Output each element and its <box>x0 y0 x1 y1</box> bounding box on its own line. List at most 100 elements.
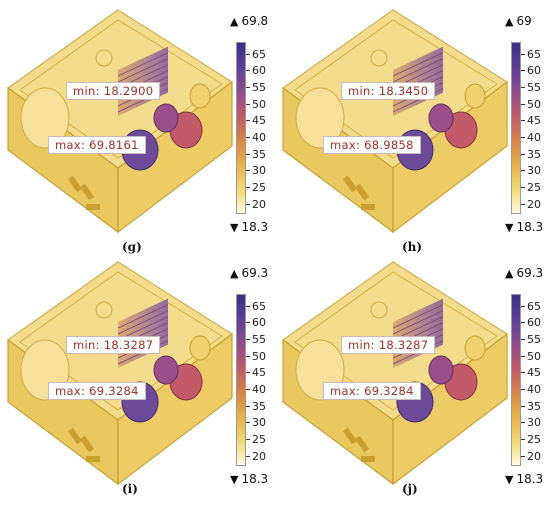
colorbar-min: ▼ 18.3 <box>505 220 543 234</box>
thermal-model-render <box>6 9 234 234</box>
colorbar-tick-label: 65 <box>527 299 541 313</box>
colorbar-tick-label: 30 <box>527 164 541 178</box>
down-triangle-icon: ▼ <box>230 473 239 486</box>
colorbar-tick-label: 55 <box>527 81 541 94</box>
max-label: max: 68.9858 <box>323 136 421 154</box>
colorbar-max-value: 69.3 <box>516 266 544 280</box>
up-triangle-icon: ▲ <box>230 15 239 28</box>
colorbar-tick-label: 50 <box>252 97 266 111</box>
colorbar-tick-mark <box>246 137 250 138</box>
colorbar-tick-mark <box>246 203 250 205</box>
colorbar-tick-label: 65 <box>252 299 266 313</box>
up-triangle-icon: ▲ <box>505 15 514 28</box>
colorbar-tick-label: 40 <box>527 131 541 144</box>
colorbar-tick-label: 40 <box>527 383 541 396</box>
colorbar-tick-mark <box>521 137 525 138</box>
colorbar-tick-mark <box>246 355 250 357</box>
panel-j: min: 18.3287 max: 69.3284 ▲ 69.3 65 60 55 50… <box>275 252 550 504</box>
colorbar-tick-mark <box>246 53 250 55</box>
colorbar-max-value: 69.8 <box>241 14 269 28</box>
colorbar-tick-mark <box>246 87 250 88</box>
colorbar-max: ▲ 69.3 <box>505 266 543 280</box>
colorbar-min-value: 18.3 <box>516 220 544 234</box>
panel-g: min: 18.2900 max: 69.8161 ▲ 69.8 65 60 55 50… <box>0 0 275 254</box>
colorbar-tick-mark <box>521 305 525 307</box>
colorbar-tick-label: 20 <box>527 449 541 463</box>
colorbar-tick-mark <box>521 372 525 374</box>
colorbar-tick-label: 55 <box>527 333 541 346</box>
colorbar <box>511 42 521 214</box>
panel-caption: (g) <box>122 240 142 254</box>
colorbar-tick-mark <box>521 187 525 188</box>
colorbar-tick-label: 50 <box>527 97 541 111</box>
thermal-model-render <box>6 261 234 486</box>
panel-i: min: 18.3287 max: 69.3284 ▲ 69.3 65 60 55 50… <box>0 252 275 504</box>
colorbar-tick-label: 20 <box>252 449 266 463</box>
colorbar-tick-label: 50 <box>252 349 266 363</box>
colorbar-tick-label: 30 <box>527 416 541 430</box>
max-label: max: 69.3284 <box>323 382 421 400</box>
colorbar-tick-mark <box>246 170 250 172</box>
colorbar-tick-mark <box>246 372 250 374</box>
colorbar-tick-label: 55 <box>252 333 266 346</box>
colorbar-tick-mark <box>246 70 250 72</box>
colorbar-tick-mark <box>521 103 525 105</box>
colorbar-max: ▲ 69.8 <box>230 14 268 28</box>
colorbar-min: ▼ 18.3 <box>230 472 268 486</box>
colorbar-tick-mark <box>521 455 525 457</box>
down-triangle-icon: ▼ <box>505 473 514 486</box>
colorbar-tick-label: 60 <box>527 316 541 330</box>
colorbar-tick-label: 40 <box>252 131 266 144</box>
min-label: min: 18.3287 <box>341 336 436 354</box>
colorbar-tick-mark <box>246 120 250 122</box>
colorbar-tick-mark <box>521 405 525 407</box>
colorbar-tick-label: 40 <box>252 383 266 396</box>
colorbar-tick-label: 30 <box>252 416 266 430</box>
colorbar-tick-label: 55 <box>252 81 266 94</box>
colorbar-tick-label: 30 <box>252 164 266 178</box>
colorbar-tick-label: 45 <box>527 114 541 128</box>
colorbar-tick-mark <box>246 339 250 340</box>
colorbar-tick-mark <box>521 339 525 340</box>
colorbar-tick-mark <box>246 389 250 390</box>
colorbar-tick-label: 35 <box>252 399 266 413</box>
colorbar-tick-label: 35 <box>527 399 541 413</box>
colorbar-min-value: 18.3 <box>241 220 269 234</box>
min-label: min: 18.3287 <box>66 336 161 354</box>
colorbar-tick-label: 60 <box>252 316 266 330</box>
colorbar-tick-label: 60 <box>527 64 541 78</box>
colorbar-tick-label: 25 <box>527 433 541 446</box>
min-label: min: 18.2900 <box>66 82 161 100</box>
colorbar-tick-mark <box>521 153 525 155</box>
colorbar-min-value: 18.3 <box>241 472 269 486</box>
colorbar-min-value: 18.3 <box>516 472 544 486</box>
panel-h: min: 18.3450 max: 68.9858 ▲ 69 65 60 55 50 45… <box>275 0 550 254</box>
colorbar-tick-mark <box>246 439 250 440</box>
colorbar <box>236 294 246 466</box>
colorbar-tick-label: 45 <box>252 114 266 128</box>
colorbar-tick-label: 25 <box>527 181 541 194</box>
colorbar-tick-label: 45 <box>252 366 266 380</box>
colorbar-tick-label: 35 <box>527 147 541 161</box>
colorbar-tick-mark <box>246 153 250 155</box>
colorbar-tick-label: 50 <box>527 349 541 363</box>
colorbar-tick-mark <box>521 170 525 172</box>
colorbar-tick-mark <box>246 405 250 407</box>
colorbar-tick-label: 65 <box>252 47 266 61</box>
colorbar-tick-mark <box>521 87 525 88</box>
colorbar-min: ▼ 18.3 <box>230 220 268 234</box>
colorbar-tick-mark <box>521 389 525 390</box>
thermal-model-render <box>281 9 509 234</box>
max-label: max: 69.3284 <box>48 382 146 400</box>
colorbar-tick-mark <box>246 103 250 105</box>
colorbar-tick-label: 20 <box>527 197 541 211</box>
colorbar-tick-mark <box>521 322 525 324</box>
colorbar-tick-label: 45 <box>527 366 541 380</box>
colorbar-tick-label: 60 <box>252 64 266 78</box>
up-triangle-icon: ▲ <box>505 267 514 280</box>
colorbar <box>511 294 521 466</box>
colorbar-max: ▲ 69 <box>505 14 532 28</box>
colorbar-tick-label: 25 <box>252 433 266 446</box>
down-triangle-icon: ▼ <box>505 221 514 234</box>
up-triangle-icon: ▲ <box>230 267 239 280</box>
